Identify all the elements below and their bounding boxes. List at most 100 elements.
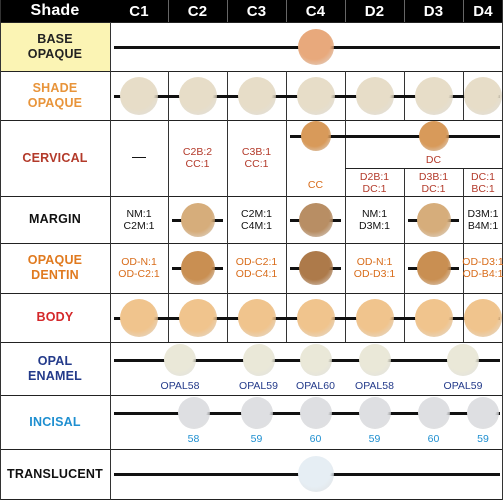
cervical-dc-code: DC [425, 154, 442, 166]
column-divider [168, 243, 169, 293]
incisal-code: 59 [477, 433, 489, 445]
column-divider [227, 196, 228, 243]
row-label-shade-opaque: SHADE OPAQUE [27, 80, 83, 110]
row-divider [0, 449, 503, 450]
column-divider [286, 120, 287, 196]
body-swatch [355, 298, 394, 337]
column-divider [404, 196, 405, 243]
incisal-code: 60 [427, 433, 440, 445]
opal-enamel-swatch [358, 344, 391, 376]
column-divider [168, 120, 169, 196]
label-column-divider [110, 22, 111, 500]
base-opaque-swatch [297, 28, 334, 65]
opal-enamel-code-opal58: OPAL58 [355, 380, 394, 392]
header-divider [168, 0, 169, 22]
column-divider [345, 196, 346, 243]
opal-enamel-code-opal59: OPAL59 [443, 380, 483, 392]
margin-d4-code: D3M:1 B4M:1 [467, 207, 499, 232]
row-label-base-opaque: BASE OPAQUE [0, 22, 110, 71]
cervical-d4-code: DC:1 BC:1 [471, 171, 495, 195]
row-divider [0, 293, 503, 294]
opaque-dentin-c3-code: OD-C2:1 OD-C4:1 [235, 256, 278, 280]
cervical-line [290, 135, 500, 138]
row-divider [0, 243, 503, 244]
cervical-d3-code: D3B:1 DC:1 [418, 171, 449, 195]
margin-c2-swatch [180, 202, 215, 237]
column-header-c2: C2 [168, 0, 227, 22]
opaque-dentin-c1-code: OD-N:1 OD-C2:1 [118, 256, 160, 280]
cervical-d2-code: D2B:1 DC:1 [359, 171, 390, 195]
row-divider [0, 71, 503, 72]
column-divider [404, 243, 405, 293]
table-border-left [0, 0, 1, 500]
row-label-opal-enamel: OPAL ENAMEL [28, 353, 82, 383]
column-header-d2: D2 [345, 0, 404, 22]
column-header-d3: D3 [404, 0, 463, 22]
opaque-dentin-d2-code: OD-N:1 OD-D3:1 [353, 256, 396, 280]
opaque-dentin-c4-swatch [298, 251, 333, 285]
opal-enamel-code-opal58: OPAL58 [160, 380, 200, 392]
margin-c1-code: NM:1 C2M:1 [123, 207, 155, 232]
row-divider [0, 395, 503, 396]
header-divider [286, 0, 287, 22]
row-divider [0, 342, 503, 343]
column-divider [463, 168, 464, 196]
column-divider [345, 120, 346, 196]
column-divider [463, 196, 464, 243]
incisal-code: 58 [187, 433, 200, 445]
shade-opaque-swatch [355, 76, 394, 115]
header-divider [463, 0, 464, 22]
opal-enamel-code-opal60: OPAL60 [296, 380, 335, 392]
opaque-dentin-d4-code: OD-D3:1 OD-B4:1 [462, 256, 503, 280]
body-swatch [414, 298, 453, 337]
incisal-code: 59 [250, 433, 263, 445]
column-divider [286, 196, 287, 243]
column-header-d4: D4 [463, 0, 503, 22]
row-label-translucent: TRANSLUCENT [7, 466, 103, 481]
row-label-body: BODY [36, 310, 74, 324]
opal-enamel-swatch [447, 344, 479, 376]
body-swatch [296, 298, 335, 337]
shade-opaque-swatch [120, 76, 158, 115]
opal-enamel-swatch [242, 344, 275, 376]
column-divider [227, 120, 228, 196]
cervical-c4-code: CC [307, 179, 324, 191]
shade-opaque-swatch [237, 76, 276, 115]
translucent-swatch [297, 456, 334, 492]
body-swatch [237, 298, 276, 337]
incisal-code: 59 [368, 433, 381, 445]
cervical-c1-none: — [132, 148, 146, 164]
cervical-d-divider [345, 168, 503, 169]
row-label-incisal: INCISAL [29, 414, 81, 429]
row-divider [0, 499, 503, 500]
incisal-swatch [177, 397, 210, 429]
incisal-swatch [240, 397, 273, 429]
incisal-swatch [299, 397, 332, 429]
opaque-dentin-c2-swatch [180, 251, 215, 285]
cervical-c2-code: C2B:2 CC:1 [182, 146, 213, 170]
row-label-cervical: CERVICAL [22, 150, 88, 165]
opaque-dentin-d3-swatch [416, 251, 451, 285]
row-label-opaque-dentin: OPAQUE DENTIN [27, 253, 83, 282]
column-header-c4: C4 [286, 0, 345, 22]
margin-c3-code: C2M:1 C4M:1 [241, 207, 272, 232]
column-divider [463, 243, 464, 293]
column-header-c1: C1 [110, 0, 168, 22]
opal-enamel-swatch [299, 344, 332, 376]
cervical-c3-code: C3B:1 CC:1 [241, 146, 272, 170]
column-header-c3: C3 [227, 0, 286, 22]
header-divider [404, 0, 405, 22]
row-divider [0, 120, 503, 121]
shade-opaque-swatch [178, 76, 217, 115]
shade-opaque-swatch [464, 76, 502, 115]
row-divider [0, 22, 503, 23]
column-divider [404, 168, 405, 196]
header-shade: Shade [0, 0, 110, 22]
opal-enamel-code-opal59: OPAL59 [239, 380, 278, 392]
cervical-c4-swatch [300, 121, 331, 151]
body-swatch [178, 298, 217, 337]
opal-enamel-swatch [164, 344, 196, 376]
incisal-code: 60 [309, 433, 322, 445]
column-divider [227, 243, 228, 293]
